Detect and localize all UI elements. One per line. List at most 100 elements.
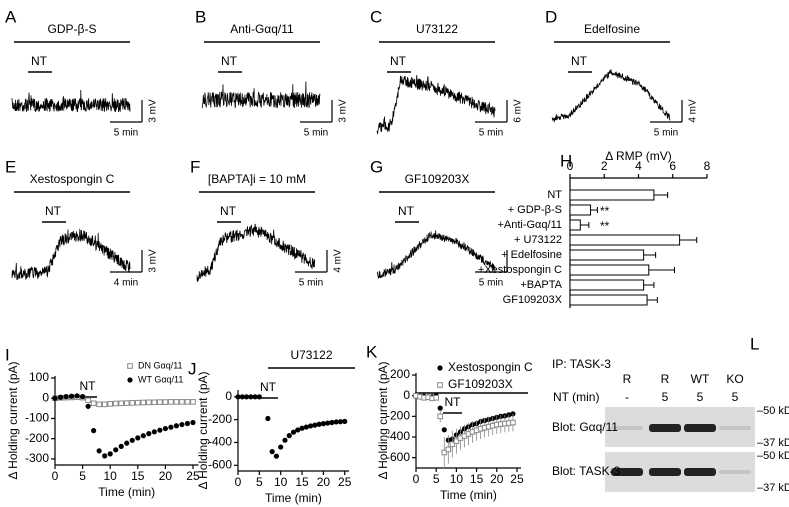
y-tick-label: -600 xyxy=(386,450,410,464)
category-label: + GDP-β-S xyxy=(508,204,562,216)
x-tick-label: 5 xyxy=(256,475,263,489)
marker xyxy=(265,415,271,422)
band xyxy=(719,470,751,474)
x-tick-label: 20 xyxy=(317,475,331,489)
marker xyxy=(342,418,348,424)
band xyxy=(684,468,716,476)
x-tick-label: 0 xyxy=(567,159,574,173)
trace-title: Edelfosine xyxy=(584,22,640,36)
marker xyxy=(168,424,174,430)
marker xyxy=(124,440,130,446)
marker xyxy=(173,399,180,405)
band xyxy=(611,468,643,476)
x-tick-label: 0 xyxy=(235,475,242,489)
bar xyxy=(569,279,645,291)
scale-x-label: 5 min xyxy=(304,128,328,139)
lane-label: R xyxy=(661,372,670,386)
lane-label: KO xyxy=(726,372,743,386)
y-tick-label: -600 xyxy=(208,457,232,471)
marker xyxy=(173,423,180,429)
marker xyxy=(269,449,275,455)
scale-x-label: 5 min xyxy=(479,128,503,139)
marker xyxy=(123,400,130,406)
panel-label: I xyxy=(5,345,10,364)
scale-y-label: 3 mV xyxy=(338,99,349,123)
x-tick-label: 25 xyxy=(510,472,524,486)
panel-label: L xyxy=(750,334,759,353)
x-tick-label: 15 xyxy=(131,469,145,483)
y-tick-label: -400 xyxy=(208,435,232,449)
x-tick-label: 20 xyxy=(490,472,504,486)
marker xyxy=(146,399,152,406)
significance: ** xyxy=(600,219,610,233)
panel-label: A xyxy=(5,7,17,26)
marker xyxy=(85,397,91,404)
lane-nt: 5 xyxy=(732,390,739,404)
trace xyxy=(11,89,131,113)
marker xyxy=(113,447,119,453)
marker xyxy=(239,394,245,400)
marker xyxy=(102,453,108,459)
marker xyxy=(190,419,196,426)
panel-label: J xyxy=(188,359,197,378)
marker xyxy=(256,394,262,400)
category-label: +BAPTA xyxy=(520,279,562,291)
y-tick-label: 100 xyxy=(29,370,49,384)
marker xyxy=(286,433,292,439)
event-label: NT xyxy=(220,204,237,218)
scale-x-label: 5 min xyxy=(654,128,678,139)
marker xyxy=(273,453,280,459)
scale-y-label: 4 mV xyxy=(333,249,344,273)
marker xyxy=(437,413,444,420)
marker xyxy=(282,437,288,443)
marker xyxy=(453,438,460,444)
event-label: NT xyxy=(571,54,588,68)
lane-label: R xyxy=(623,372,632,386)
y-tick-label: -200 xyxy=(25,431,49,445)
y-tick-label: 200 xyxy=(390,367,410,381)
marker xyxy=(179,421,185,428)
event-label: NT xyxy=(80,379,97,393)
event-label: NT xyxy=(45,204,62,218)
x-tick-label: 10 xyxy=(104,469,118,483)
blot-label: Blot: TASK-3 xyxy=(552,464,621,478)
panel-label: K xyxy=(366,342,378,361)
marker xyxy=(151,429,157,435)
marker xyxy=(329,419,335,426)
category-label: GF109203X xyxy=(503,294,563,306)
marker xyxy=(118,443,124,449)
event-label: NT xyxy=(445,395,462,409)
panel-label: G xyxy=(370,157,383,176)
event-label: NT xyxy=(221,54,238,68)
blot-label: Blot: Gαq/11 xyxy=(552,420,618,434)
marker xyxy=(445,446,452,453)
scale-y-label: 3 mV xyxy=(148,249,159,273)
bar xyxy=(569,249,645,261)
marker xyxy=(107,451,113,457)
marker xyxy=(299,425,305,431)
x-tick-label: 10 xyxy=(274,475,288,489)
marker xyxy=(129,400,136,406)
trace xyxy=(196,223,316,282)
bar xyxy=(569,204,592,216)
scale-x-label: 4 min xyxy=(114,278,138,289)
marker xyxy=(243,394,250,400)
marker xyxy=(57,394,64,400)
trace-title: GF109203X xyxy=(405,172,470,186)
y-tick-label: 0 xyxy=(403,388,410,402)
x-tick-label: 15 xyxy=(470,472,484,486)
marker xyxy=(303,424,309,430)
panel-label: H xyxy=(560,151,572,170)
bar xyxy=(569,264,650,276)
marker xyxy=(134,399,141,406)
lane-nt: 5 xyxy=(662,390,669,404)
marker xyxy=(433,394,439,401)
y-tick-label: -400 xyxy=(386,429,410,443)
chart-title: U73122 xyxy=(290,348,332,362)
x-tick-label: 10 xyxy=(450,472,464,486)
category-label: +Anti-Gαq/11 xyxy=(497,219,562,231)
trace-title: Xestospongin C xyxy=(30,172,115,186)
bar xyxy=(569,219,581,231)
trace-title: [BAPTA]i = 10 mM xyxy=(208,172,306,186)
